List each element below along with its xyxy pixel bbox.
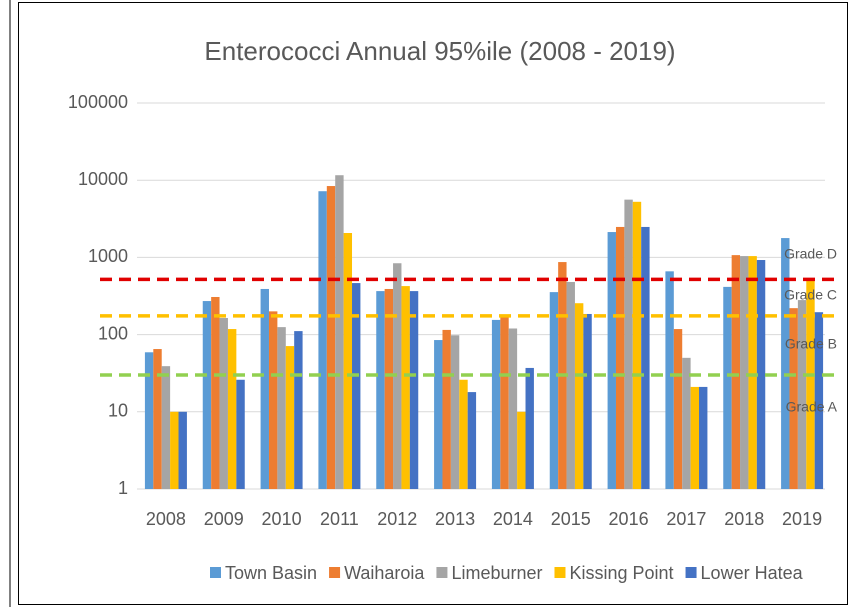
bar [170, 411, 179, 489]
legend-swatch [329, 567, 341, 578]
bar [491, 319, 501, 489]
y-tick-label: 100000 [68, 92, 128, 112]
x-tick-label: 2012 [377, 509, 417, 529]
bar [459, 379, 468, 489]
chart-title: Enterococci Annual 95%ile (2008 - 2019) [204, 36, 675, 66]
bar [731, 255, 741, 489]
bar [178, 411, 187, 489]
legend-label: Waiharoia [344, 563, 425, 583]
bar [202, 301, 212, 489]
legend-swatch [685, 567, 697, 578]
bar [335, 175, 344, 489]
bar [615, 226, 625, 489]
legend-swatch [554, 567, 566, 578]
bar [211, 296, 220, 489]
x-tick-label: 2011 [320, 509, 359, 529]
bar [236, 379, 245, 489]
bar [624, 199, 633, 489]
bar [326, 186, 336, 489]
y-tick-label: 1 [118, 478, 128, 498]
bar [277, 327, 286, 489]
bar [227, 329, 237, 489]
legend-label: Limeburner [451, 563, 542, 583]
x-tick-label: 2016 [609, 509, 649, 529]
y-tick-label: 10 [108, 401, 128, 421]
bar [376, 291, 385, 489]
bar [607, 232, 616, 490]
bar [756, 260, 766, 489]
y-tick-label: 1000 [88, 246, 128, 266]
bar [641, 226, 650, 489]
bar [352, 283, 361, 489]
bar [500, 316, 509, 489]
bar [285, 346, 295, 489]
bar [401, 286, 410, 489]
bar [153, 349, 162, 489]
bar [583, 313, 592, 489]
x-tick-label: 2019 [782, 509, 822, 529]
bar [434, 340, 443, 489]
bar [467, 392, 477, 489]
bar [682, 357, 691, 489]
bar [789, 308, 798, 489]
legend-swatch [436, 567, 448, 578]
bar [797, 300, 807, 489]
bar [508, 328, 518, 489]
x-tick-label: 2014 [493, 509, 533, 529]
bar [549, 292, 559, 489]
x-tick-label: 2017 [666, 509, 706, 529]
y-tick-label: 100 [98, 323, 128, 343]
legend-swatch [210, 567, 221, 578]
bar [219, 318, 228, 489]
bar [781, 238, 790, 489]
bar [442, 329, 451, 489]
x-tick-label: 2008 [146, 509, 186, 529]
annotation: Grade B [785, 336, 837, 352]
bar [161, 366, 171, 489]
bar [814, 312, 824, 489]
bar [144, 352, 154, 489]
x-tick-label: 2009 [204, 509, 244, 529]
bar [806, 279, 815, 489]
bar [343, 233, 353, 489]
y-tick-label: 10000 [78, 169, 128, 189]
bar [574, 303, 584, 489]
legend-label: Kissing Point [569, 563, 673, 583]
legend-label: Town Basin [225, 563, 317, 583]
x-tick-label: 2010 [262, 509, 302, 529]
bar [673, 329, 683, 489]
bar [632, 201, 642, 489]
legend-label: Lower Hatea [701, 563, 804, 583]
bar [268, 311, 278, 489]
x-tick-label: 2013 [435, 509, 475, 529]
annotation: Grade A [786, 399, 838, 415]
bar [260, 288, 269, 489]
chart-border [18, 2, 848, 605]
bar [384, 288, 394, 489]
annotation: Grade D [784, 246, 837, 262]
x-tick-label: 2015 [551, 509, 591, 529]
bar [517, 411, 526, 489]
bar [450, 335, 460, 489]
bar [294, 331, 303, 489]
bar [525, 367, 534, 489]
bar [723, 286, 732, 489]
bar [699, 386, 708, 489]
bar [566, 282, 575, 489]
bar [690, 386, 700, 489]
annotation: Grade C [784, 287, 837, 303]
bar [748, 256, 757, 489]
x-tick-label: 2018 [724, 509, 764, 529]
bar [740, 256, 749, 489]
bar [409, 291, 419, 489]
bar [393, 263, 402, 489]
bar [318, 191, 327, 489]
bar [665, 271, 674, 489]
